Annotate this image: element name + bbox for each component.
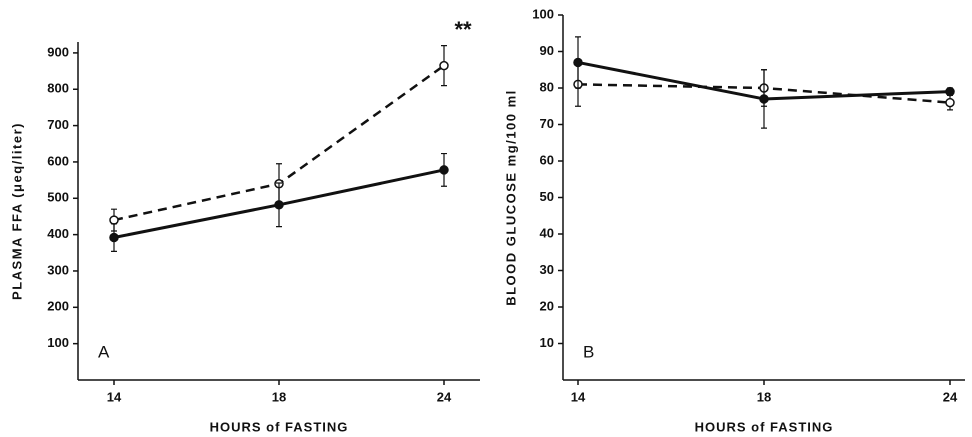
data-point [109, 215, 119, 225]
x-tick-label: 24 [437, 389, 452, 404]
data-point [945, 86, 955, 97]
y-tick-label: 800 [47, 81, 69, 96]
y-tick-label: 100 [532, 6, 554, 21]
x-tick-label: 14 [107, 389, 122, 404]
y-tick-label: 60 [540, 152, 554, 167]
y-tick-label: 80 [540, 79, 554, 94]
y-tick-label: 50 [540, 189, 554, 204]
annotation: ** [454, 17, 472, 42]
y-tick-label: 90 [540, 43, 554, 58]
y-tick-label: 20 [540, 298, 554, 313]
data-point [274, 200, 284, 210]
y-tick-label: 900 [47, 44, 69, 59]
x-axis-label: HOURS of FASTING [695, 419, 834, 434]
data-point [759, 94, 769, 104]
y-axis-label: BLOOD GLUCOSE mg/100 ml [503, 89, 518, 306]
panel-label: B [583, 342, 594, 361]
y-tick-label: 30 [540, 262, 554, 277]
x-tick-label: 24 [943, 389, 958, 404]
y-tick-label: 500 [47, 190, 69, 205]
data-point [439, 165, 449, 175]
panel-label: A [98, 342, 110, 361]
x-tick-label: 18 [757, 389, 771, 404]
y-tick-label: 10 [540, 335, 554, 350]
data-point [439, 60, 449, 71]
x-tick-label: 18 [272, 389, 286, 404]
x-tick-label: 14 [571, 389, 586, 404]
x-axis-label: HOURS of FASTING [210, 419, 349, 434]
y-axis-label: PLASMA FFA (μeq/liter) [9, 122, 24, 300]
data-point [573, 57, 583, 68]
data-point [945, 97, 955, 108]
data-point [109, 232, 119, 243]
y-tick-label: 100 [47, 335, 69, 350]
y-tick-label: 400 [47, 226, 69, 241]
y-tick-label: 40 [540, 225, 554, 240]
y-tick-label: 600 [47, 153, 69, 168]
y-tick-label: 300 [47, 262, 69, 277]
y-tick-label: 700 [47, 117, 69, 132]
y-tick-label: 70 [540, 116, 554, 131]
y-tick-label: 200 [47, 299, 69, 314]
